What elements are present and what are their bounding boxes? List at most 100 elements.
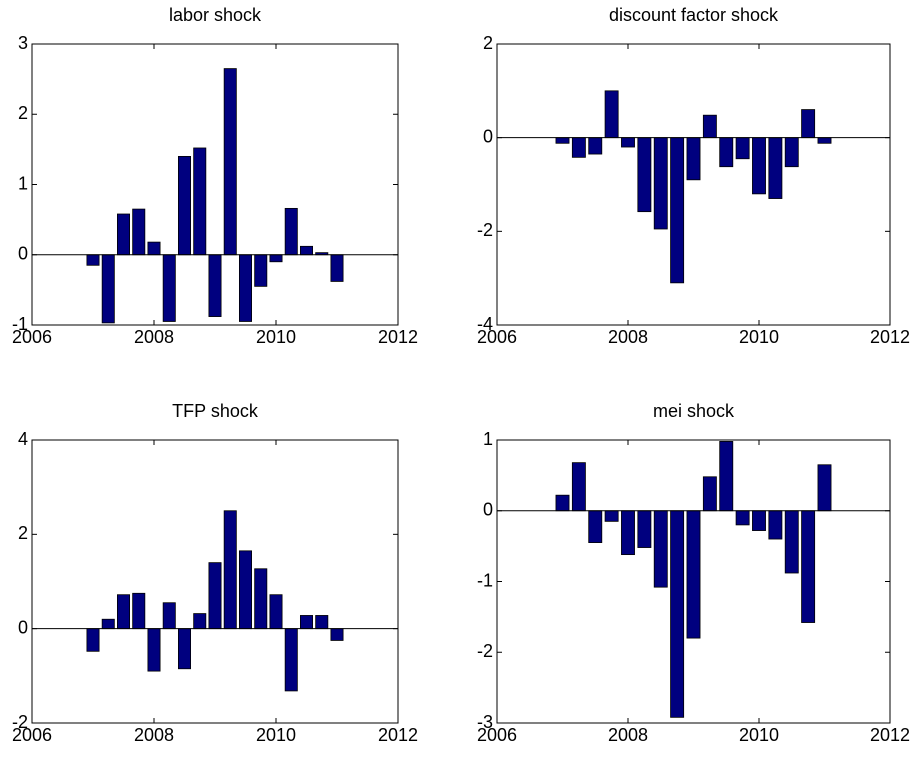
bar [752,137,766,195]
bar [801,109,816,139]
bar [702,476,717,512]
y-tick-label: 0 [18,244,28,264]
plot-frame [496,43,891,326]
y-tick-label: 2 [483,33,493,53]
bar [162,602,176,630]
bar [101,254,115,324]
bar [193,613,207,630]
bar [238,550,252,630]
bar [719,441,734,512]
x-tick-label: 2008 [134,327,174,347]
bar [588,137,603,155]
y-tick-label: -2 [477,641,493,661]
bar [162,254,176,322]
y-tick-label: 0 [483,126,493,146]
bar [330,628,344,641]
bar [117,594,131,630]
bar [784,510,799,574]
bar [571,462,586,512]
bar [269,594,283,630]
bar [330,254,344,282]
chart-title: mei shock [653,401,735,421]
bar [735,510,750,526]
bar [621,510,635,556]
bar [637,510,652,548]
y-tick-label: 3 [18,33,28,53]
bar [101,618,115,630]
bar [254,568,268,630]
bar [208,254,222,317]
bar [817,137,832,144]
bar [132,208,146,256]
y-tick-label: 2 [18,523,28,543]
bar [117,213,131,256]
bar [571,137,586,158]
bar [299,615,313,630]
y-tick-label: -2 [12,712,28,732]
bar [223,68,237,256]
bar [752,510,766,531]
bar [147,628,161,672]
x-tick-label: 2010 [256,327,296,347]
bar [193,147,207,256]
x-tick-label: 2006 [477,327,517,347]
chart-title: labor shock [169,5,262,25]
bar [768,510,783,540]
bar [86,628,100,652]
x-tick-label: 2012 [870,327,910,347]
bar [555,137,570,144]
bar [604,90,619,139]
bar [621,137,635,148]
bar [719,137,734,168]
bar [238,254,252,322]
bar [147,241,161,256]
bar [670,137,685,284]
y-tick-label: -4 [477,314,493,334]
bar [588,510,603,543]
x-tick-label: 2008 [134,725,174,745]
bar [299,245,313,256]
bar [768,137,783,199]
y-tick-label: -3 [477,712,493,732]
y-tick-label: 2 [18,103,28,123]
chart-title: TFP shock [172,401,259,421]
bar [653,137,668,230]
bar [315,615,329,630]
bar [784,137,799,168]
x-tick-label: 2008 [608,327,648,347]
bar [670,510,685,718]
bar [555,494,570,512]
y-tick-label: 0 [483,500,493,520]
y-tick-label: 1 [18,173,28,193]
x-tick-label: 2010 [256,725,296,745]
bar [223,510,237,630]
bar [177,628,191,670]
x-tick-label: 2006 [12,327,52,347]
bar [801,510,816,623]
bar [284,628,298,692]
bar [254,254,268,287]
bar [686,510,701,639]
x-tick-label: 2012 [378,725,418,745]
x-tick-label: 2008 [608,725,648,745]
bar [686,137,701,181]
y-tick-label: 0 [18,617,28,637]
y-tick-label: 1 [483,429,493,449]
y-tick-label: -2 [477,220,493,240]
x-tick-label: 2010 [739,327,779,347]
y-tick-label: -1 [477,570,493,590]
x-tick-label: 2006 [12,725,52,745]
bar [284,207,298,256]
x-tick-label: 2010 [739,725,779,745]
bar [817,464,832,512]
bar [604,510,619,522]
bar [735,137,750,160]
bar [702,114,717,139]
chart-title: discount factor shock [609,5,779,25]
bar [653,510,668,588]
x-tick-label: 2012 [870,725,910,745]
bar [132,592,146,630]
x-tick-label: 2006 [477,725,517,745]
bar [269,254,283,263]
